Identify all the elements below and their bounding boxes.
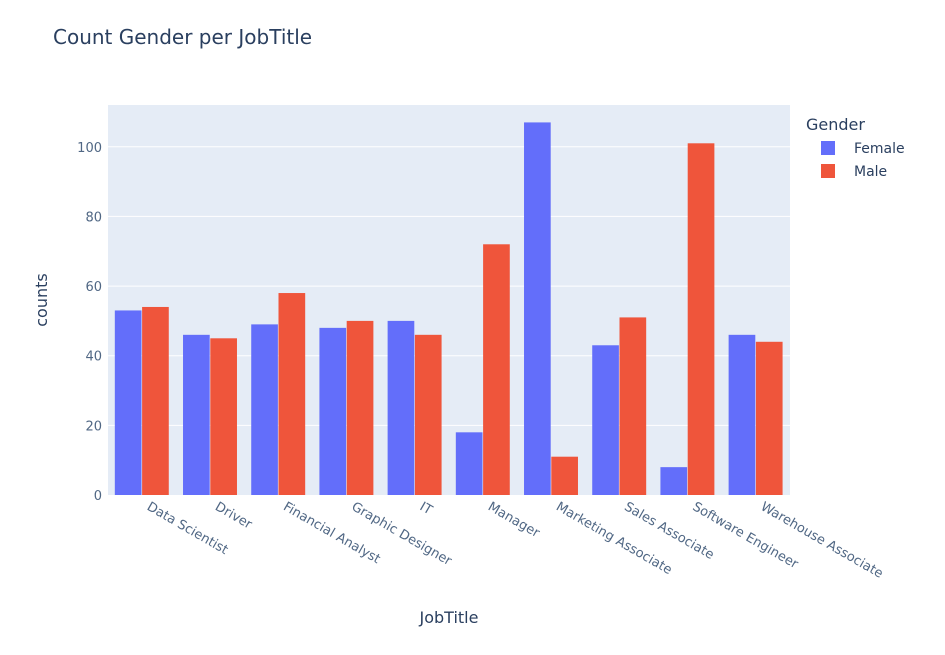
legend-swatch <box>821 164 835 178</box>
bar-male[interactable] <box>619 317 647 495</box>
bar-male[interactable] <box>687 143 715 495</box>
bar-female[interactable] <box>524 122 551 496</box>
bar-female[interactable] <box>387 320 415 495</box>
y-tick-label: 40 <box>85 350 102 365</box>
y-tick-label: 60 <box>85 280 102 295</box>
legend-item-female[interactable]: Female <box>821 141 905 157</box>
bar-female[interactable] <box>660 467 688 495</box>
legend-swatch <box>821 141 835 155</box>
bar-male[interactable] <box>210 338 237 495</box>
y-tick-label: 80 <box>85 210 102 225</box>
x-tick-label: Marketing Associate <box>553 499 674 578</box>
bar-male[interactable] <box>551 456 578 495</box>
legend[interactable]: Gender Female Male <box>806 115 905 180</box>
bar-male[interactable] <box>483 244 510 495</box>
x-tick-label: Manager <box>485 499 542 541</box>
x-tick-label: IT <box>417 499 435 518</box>
bar-female[interactable] <box>114 310 142 495</box>
legend-label: Male <box>854 164 887 180</box>
bar-male[interactable] <box>278 293 306 495</box>
y-tick-label: 0 <box>94 489 102 504</box>
bar-male[interactable] <box>755 341 783 495</box>
y-axis-title: counts <box>32 273 51 326</box>
x-axis-title: JobTitle <box>419 608 479 627</box>
legend-title: Gender <box>806 115 865 134</box>
legend-item-male[interactable]: Male <box>821 164 887 180</box>
x-tick-label: Driver <box>212 499 255 532</box>
bar-female[interactable] <box>251 324 278 495</box>
bar-female[interactable] <box>592 345 619 495</box>
bar-female[interactable] <box>455 432 483 495</box>
bar-female[interactable] <box>183 334 210 495</box>
bar-female[interactable] <box>319 327 347 495</box>
bars <box>114 122 783 496</box>
y-tick-label: 100 <box>77 141 102 156</box>
chart-title: Count Gender per JobTitle <box>53 25 312 49</box>
x-tick-label: Warehouse Associate <box>758 499 886 581</box>
legend-label: Female <box>854 141 905 157</box>
y-axis-ticks: 0 20 40 60 80 100 <box>77 141 102 504</box>
bar-male[interactable] <box>346 320 374 495</box>
bar-male[interactable] <box>414 334 442 495</box>
bar-male[interactable] <box>142 306 169 495</box>
y-tick-label: 20 <box>85 419 102 434</box>
bar-female[interactable] <box>728 334 756 495</box>
